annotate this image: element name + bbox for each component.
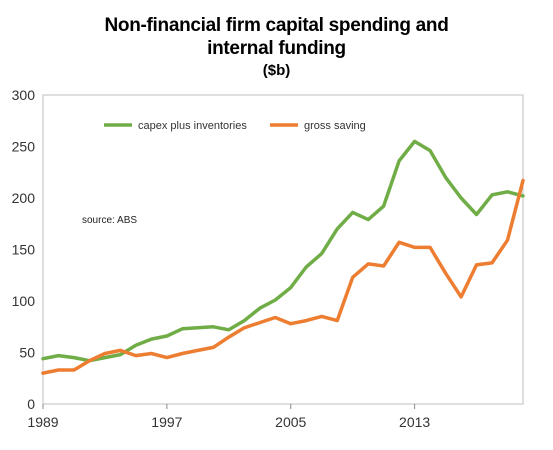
legend-label-gross-saving: gross saving (304, 120, 366, 132)
series-line-capex (41, 139, 525, 363)
series-line-gross-saving (41, 178, 525, 375)
y-tick-label: 150 (12, 242, 36, 258)
chart-subtitle: ($b) (262, 62, 291, 79)
chart-legend: capex plus inventories gross saving (104, 120, 366, 132)
x-tick-label: 2013 (399, 414, 430, 430)
plot-border (42, 94, 524, 405)
y-tick-label: 50 (19, 345, 35, 361)
chart-title-line1: Non-financial firm capital spending and (104, 15, 449, 36)
x-tick-label: 1989 (27, 414, 58, 430)
x-tick-label: 1997 (151, 414, 182, 430)
source-note: source: ABS (82, 215, 137, 226)
chart-title: Non-financial firm capital spending and … (0, 14, 553, 60)
y-tick-label: 250 (12, 139, 36, 155)
y-tick-label: 200 (12, 190, 36, 206)
y-tick-label: 100 (12, 293, 36, 309)
y-tick-label: 300 (12, 87, 36, 103)
chart-title-line2: internal funding (207, 38, 346, 59)
chart-axes: 0 50 100 150 200 250 300 1989 1997 2005 2013 (12, 87, 524, 430)
chart-series (41, 139, 525, 375)
x-tick-label: 2005 (275, 414, 306, 430)
y-tick-label: 0 (27, 396, 35, 412)
legend-label-capex: capex plus inventories (138, 120, 247, 132)
